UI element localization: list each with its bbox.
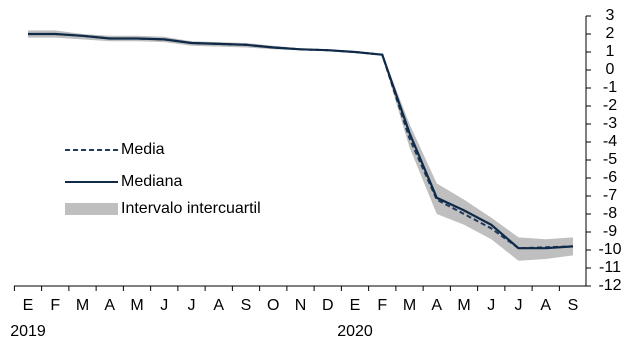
y-tick-label: -10	[598, 241, 621, 258]
iqr-band	[28, 30, 573, 261]
x-tick-label: D	[322, 297, 334, 314]
y-tick-label: 3	[606, 7, 615, 24]
y-tick-label: -7	[603, 187, 617, 204]
y-tick-label: -1	[603, 79, 617, 96]
y-tick-label: 2	[606, 25, 615, 42]
x-tick-label: A	[104, 297, 115, 314]
y-tick-label: 1	[606, 43, 615, 60]
x-tick-label: M	[130, 297, 143, 314]
x-tick-label: M	[457, 297, 470, 314]
x-tick-label: J	[487, 297, 495, 314]
y-tick-label: -9	[603, 223, 617, 240]
y-tick-label: 0	[606, 61, 615, 78]
x-tick-label: S	[241, 297, 252, 314]
y-tick-label: -5	[603, 151, 617, 168]
legend-swatch	[65, 203, 118, 215]
legend-label: Mediana	[121, 173, 182, 190]
x-tick-label: A	[213, 297, 224, 314]
y-tick-label: -6	[603, 169, 617, 186]
y-tick-label: -11	[599, 259, 621, 276]
legend-label: Media	[121, 141, 165, 158]
x-tick-label: M	[403, 297, 416, 314]
y-tick-label: -12	[598, 277, 621, 294]
y-tick-label: -8	[603, 205, 617, 222]
x-tick-label: J	[515, 297, 523, 314]
x-tick-label: J	[160, 297, 168, 314]
series-line	[28, 33, 574, 250]
x-tick-label: E	[350, 297, 361, 314]
x-tick-label: N	[295, 297, 307, 314]
series-line	[28, 32, 574, 250]
x-tick-label: F	[377, 297, 387, 314]
x-tick-label: M	[76, 297, 89, 314]
x-tick-label: E	[23, 297, 34, 314]
x-tick-label: J	[188, 297, 196, 314]
x-tick-label: O	[267, 297, 279, 314]
y-tick-label: -2	[603, 97, 617, 114]
year-label: 2019	[10, 323, 46, 340]
x-tick-label: F	[50, 297, 60, 314]
x-tick-label: S	[568, 297, 579, 314]
year-label: 2020	[337, 323, 373, 340]
legend-label: Intervalo intercuartil	[121, 200, 261, 217]
x-tick-label: A	[431, 297, 442, 314]
x-tick-label: A	[540, 297, 551, 314]
y-tick-label: -3	[603, 115, 617, 132]
y-tick-label: -4	[603, 133, 617, 150]
